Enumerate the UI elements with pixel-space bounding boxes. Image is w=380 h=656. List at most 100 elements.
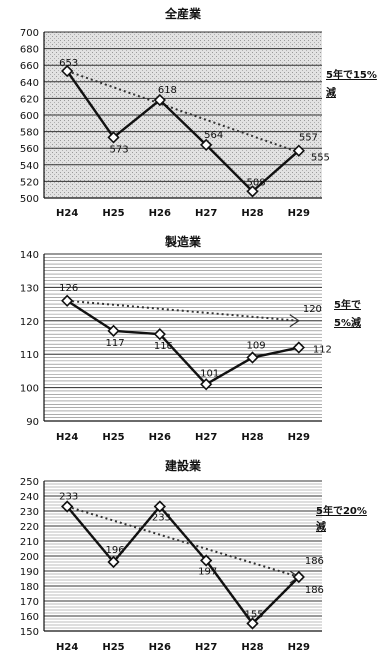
chart-title: 建設業 xyxy=(164,458,202,473)
y-tick-label: 140 xyxy=(20,250,39,261)
y-tick-label: 620 xyxy=(20,94,39,105)
y-tick-label: 680 xyxy=(20,45,39,56)
x-tick-label: H29 xyxy=(288,642,310,653)
y-tick-label: 210 xyxy=(20,537,39,548)
data-point-marker xyxy=(200,554,213,567)
x-tick-label: H28 xyxy=(241,432,263,443)
y-tick-label: 170 xyxy=(20,597,39,608)
data-point-marker xyxy=(292,341,305,354)
chart-panel-3: 建設業 150 160 170 180 190 200 210 220 230 240 250 H24 H… xyxy=(20,458,367,653)
data-point-marker xyxy=(61,294,74,307)
y-tick-label: 100 xyxy=(20,384,39,395)
y-tick-label: 150 xyxy=(20,627,39,638)
y-tick-label: 220 xyxy=(20,522,39,533)
y-tick-label: 180 xyxy=(20,582,39,593)
x-tick-label: H29 xyxy=(288,432,310,443)
data-value-label: 109 xyxy=(247,341,266,352)
data-point-marker xyxy=(246,185,259,198)
data-point-marker xyxy=(200,138,213,152)
data-point-marker xyxy=(200,378,213,391)
target-value-label: 555 xyxy=(311,152,330,163)
reduction-note: 5%減 xyxy=(334,316,361,329)
data-point-marker xyxy=(246,617,259,630)
y-tick-label: 580 xyxy=(20,128,39,139)
reduction-note: 減 xyxy=(326,86,336,99)
y-tick-label: 230 xyxy=(20,507,39,518)
data-value-label: 618 xyxy=(158,85,177,96)
y-tick-label: 640 xyxy=(20,78,39,89)
data-value-label: 117 xyxy=(106,338,125,349)
x-tick-label: H26 xyxy=(149,642,171,653)
y-tick-label: 540 xyxy=(20,161,39,172)
y-tick-label: 160 xyxy=(20,612,39,623)
data-value-label: 112 xyxy=(313,345,332,356)
data-point-marker xyxy=(292,144,305,157)
data-value-label: 196 xyxy=(106,545,125,556)
data-value-label: 116 xyxy=(154,341,173,352)
chart-title: 全産業 xyxy=(164,6,202,21)
series-line xyxy=(66,70,300,194)
y-tick-label: 240 xyxy=(20,492,39,503)
data-point-marker xyxy=(153,93,166,107)
reduction-note: 減 xyxy=(316,520,326,533)
data-value-label: 564 xyxy=(204,130,223,141)
data-point-marker xyxy=(107,555,120,569)
x-tick-label: H24 xyxy=(56,642,78,653)
reduction-note: 5年で15% xyxy=(326,68,377,81)
y-tick-label: 560 xyxy=(20,144,39,155)
x-tick-label: H25 xyxy=(102,208,124,219)
data-value-label: 557 xyxy=(299,133,318,144)
data-point-marker xyxy=(153,328,166,341)
x-tick-label: H26 xyxy=(149,432,171,443)
x-tick-label: H26 xyxy=(149,208,171,219)
chart-panel-1: 全産業 500 520 540 560 580 600 620 640 660 680 700 H24 H… xyxy=(20,6,377,219)
data-point-marker xyxy=(153,500,166,513)
data-point-marker xyxy=(107,131,120,144)
data-value-label: 653 xyxy=(59,58,78,69)
x-tick-label: H27 xyxy=(195,432,217,443)
data-point-marker xyxy=(246,351,259,364)
data-point-marker xyxy=(61,64,74,78)
target-trend-line xyxy=(66,70,300,154)
target-value-label: 186 xyxy=(305,556,324,567)
x-tick-label: H24 xyxy=(56,208,78,219)
y-tick-label: 250 xyxy=(20,477,39,488)
x-tick-label: H29 xyxy=(288,208,310,219)
x-tick-label: H24 xyxy=(56,432,78,443)
data-value-label: 186 xyxy=(305,585,324,596)
y-tick-label: 700 xyxy=(20,28,39,39)
reduction-note: 5年で20% xyxy=(316,504,367,517)
y-tick-label: 660 xyxy=(20,61,39,72)
y-tick-label: 90 xyxy=(26,417,39,428)
chart-panel-2: 製造業 90 100 110 120 130 140 H24 H25 H26 H27 H28 H29 12… xyxy=(20,234,361,443)
y-tick-label: 130 xyxy=(20,283,39,294)
data-point-marker xyxy=(292,570,305,584)
y-tick-label: 600 xyxy=(20,111,39,122)
x-tick-label: H28 xyxy=(241,642,263,653)
data-value-label: 101 xyxy=(200,368,219,379)
target-value-label: 120 xyxy=(303,304,322,315)
x-tick-label: H27 xyxy=(195,642,217,653)
data-value-label: 233 xyxy=(59,492,78,503)
y-tick-label: 520 xyxy=(20,177,39,188)
data-value-label: 155 xyxy=(245,610,264,621)
data-point-marker xyxy=(61,500,74,513)
series-line xyxy=(66,299,300,386)
y-tick-label: 110 xyxy=(20,350,39,361)
x-tick-label: H27 xyxy=(195,208,217,219)
x-tick-label: H28 xyxy=(241,208,263,219)
data-value-label: 126 xyxy=(59,283,78,294)
x-tick-label: H25 xyxy=(102,642,124,653)
data-value-label: 508 xyxy=(247,177,266,188)
y-tick-label: 190 xyxy=(20,567,39,578)
data-point-marker xyxy=(107,324,120,337)
series-line xyxy=(66,504,300,626)
target-arrowhead xyxy=(289,314,300,328)
target-trend-line xyxy=(67,299,299,322)
data-value-label: 233 xyxy=(152,513,171,524)
chart-title: 製造業 xyxy=(164,234,202,249)
y-tick-label: 200 xyxy=(20,552,39,563)
y-tick-label: 120 xyxy=(20,317,39,328)
